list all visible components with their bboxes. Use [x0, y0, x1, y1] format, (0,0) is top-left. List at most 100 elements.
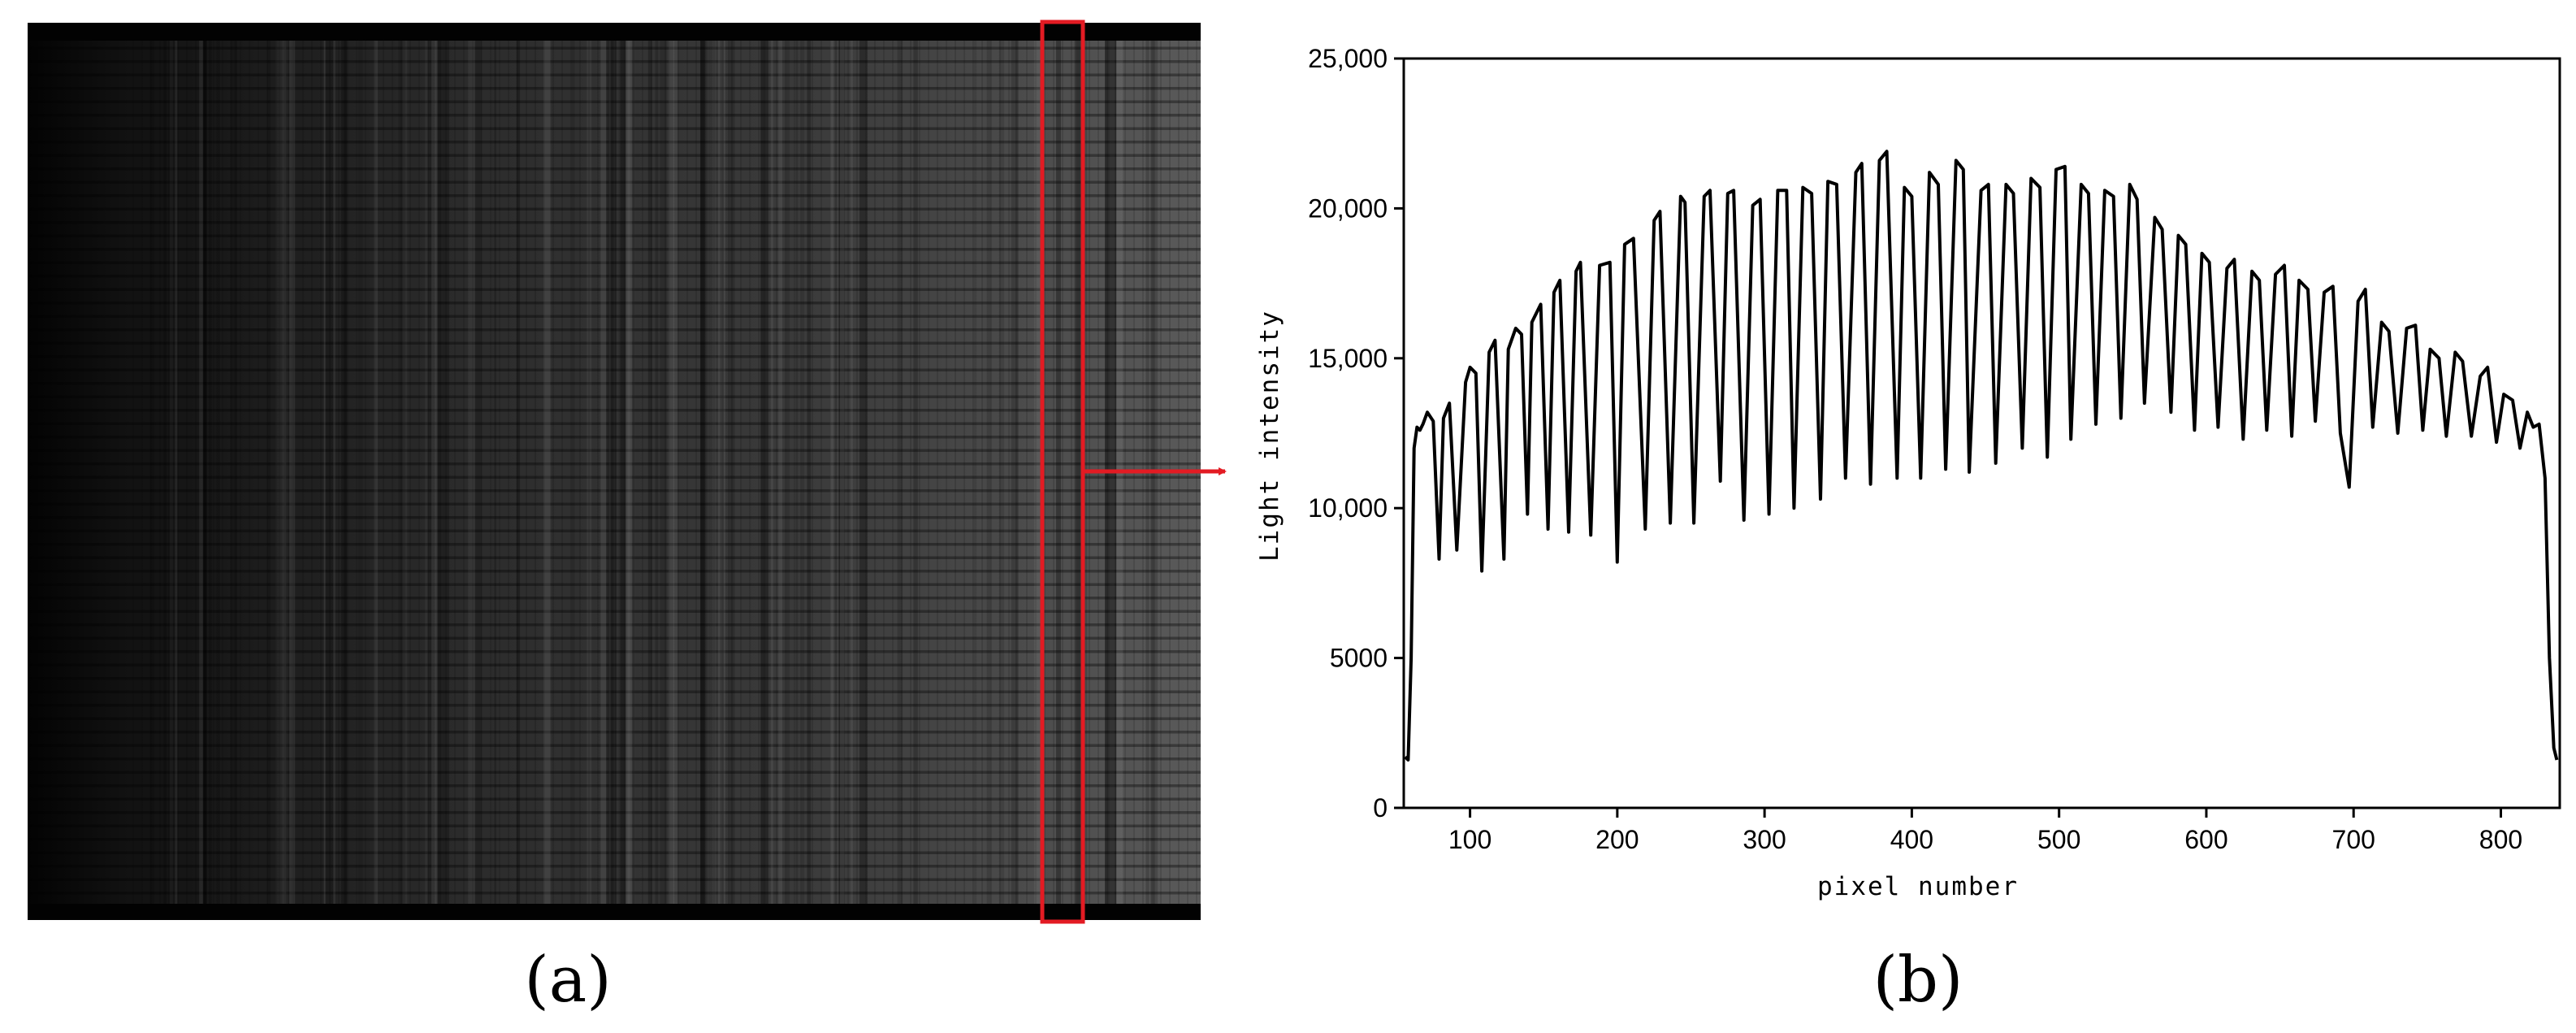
x-tick-label: 300: [1743, 825, 1786, 854]
spectral-line: [700, 23, 708, 920]
spectral-line: [786, 23, 790, 920]
spectral-line: [175, 23, 178, 920]
spectral-line: [829, 23, 834, 920]
spectral-line: [840, 23, 845, 920]
x-tick-label: 800: [2479, 825, 2522, 854]
spectral-line: [1056, 23, 1061, 920]
spectral-line: [607, 23, 614, 920]
spectral-line: [291, 23, 295, 920]
spectral-line: [665, 23, 667, 920]
spectral-line: [850, 23, 853, 920]
spectral-line: [341, 23, 347, 920]
spectral-line: [275, 23, 280, 920]
spectral-line: [216, 23, 220, 920]
spectral-line: [170, 23, 173, 920]
spectral-line: [897, 23, 903, 920]
vertical-fringe-pattern: [130, 23, 1201, 920]
spectral-line: [913, 23, 918, 920]
spectral-line: [761, 23, 767, 920]
spectral-line: [700, 23, 705, 920]
top-dark-border: [28, 23, 1201, 41]
spectral-line: [289, 23, 296, 920]
spectral-line: [234, 23, 237, 920]
spectral-line: [358, 23, 363, 920]
bottom-dark-border: [28, 904, 1201, 920]
spectral-line: [625, 23, 630, 920]
spectral-line: [327, 23, 335, 920]
spectral-line: [859, 23, 868, 920]
spectral-line: [660, 23, 666, 920]
spectral-line: [543, 23, 551, 920]
series-line-light-intensity: [1404, 150, 2559, 762]
x-tick-label: 700: [2332, 825, 2375, 854]
spectral-line: [608, 23, 612, 920]
spectral-line: [838, 23, 845, 920]
spectral-line: [443, 23, 449, 920]
spectral-line: [730, 23, 735, 920]
spectral-line: [149, 23, 154, 920]
x-tick-label: 200: [1595, 825, 1639, 854]
spectral-line: [475, 23, 482, 920]
spectral-line: [437, 23, 443, 920]
x-tick-label: 100: [1448, 825, 1491, 854]
x-tick-label: 400: [1890, 825, 1933, 854]
y-tick-label: 0: [1373, 793, 1388, 822]
spectral-line: [208, 23, 212, 920]
x-axis: 100 200 300 400 500 600 700 800: [1448, 808, 2522, 854]
spectral-line: [230, 23, 237, 920]
spectral-line: [620, 23, 626, 920]
spectral-line: [282, 23, 288, 920]
spectral-line: [425, 23, 428, 920]
spectral-line: [202, 23, 206, 920]
spectral-line: [717, 23, 725, 920]
spectral-line: [516, 23, 521, 920]
spectral-line: [720, 23, 724, 920]
spectral-line: [163, 23, 167, 920]
spectral-line: [998, 23, 1005, 920]
spectral-line: [374, 23, 379, 920]
spectral-line: [709, 23, 713, 920]
spectral-line: [770, 23, 773, 920]
plot-frame: [1402, 57, 2561, 809]
spectral-line: [673, 23, 678, 920]
y-tick-label: 25,000: [1308, 44, 1388, 73]
spectral-line: [800, 23, 803, 920]
spectral-line: [618, 23, 626, 920]
spectral-line: [600, 23, 606, 920]
x-tick-label: 600: [2184, 825, 2227, 854]
spectral-line: [571, 23, 575, 920]
y-axis-title: Light intensity: [1255, 310, 1284, 562]
spectral-line: [402, 23, 408, 920]
spectral-line: [647, 23, 652, 920]
spectral-image-panel: (a): [28, 20, 1227, 1017]
intensity-profile-chart: 0 5000 10,000 15,000 20,000 25,000 100 200 300 4…: [1255, 44, 2561, 1017]
panel-b-caption: (b): [1873, 944, 1963, 1017]
spectral-line: [700, 23, 705, 920]
spectral-line: [494, 23, 496, 920]
y-tick-label: 5000: [1330, 644, 1388, 673]
spectral-line: [837, 23, 840, 920]
spectral-line: [323, 23, 326, 920]
spectral-line: [778, 23, 782, 920]
spectral-lines: [149, 23, 1158, 920]
spectral-line: [632, 23, 635, 920]
spectral-line: [427, 23, 435, 920]
spectral-line: [266, 23, 271, 920]
y-axis: 0 5000 10,000 15,000 20,000 25,000: [1308, 44, 1404, 822]
spectral-line: [669, 23, 674, 920]
spectral-line: [608, 23, 611, 920]
spectral-line: [468, 23, 475, 920]
spectral-line: [986, 23, 991, 920]
spectral-line: [279, 23, 287, 920]
spectral-line: [1015, 23, 1019, 920]
spectral-line: [655, 23, 659, 920]
spectral-line: [807, 23, 812, 920]
spectral-line: [333, 23, 336, 920]
spectral-line: [437, 23, 441, 920]
x-tick-label: 500: [2037, 825, 2080, 854]
spectral-line: [835, 23, 838, 920]
y-tick-label: 20,000: [1308, 193, 1388, 223]
spectral-line: [728, 23, 730, 920]
x-axis-title: pixel number: [1817, 872, 2019, 901]
